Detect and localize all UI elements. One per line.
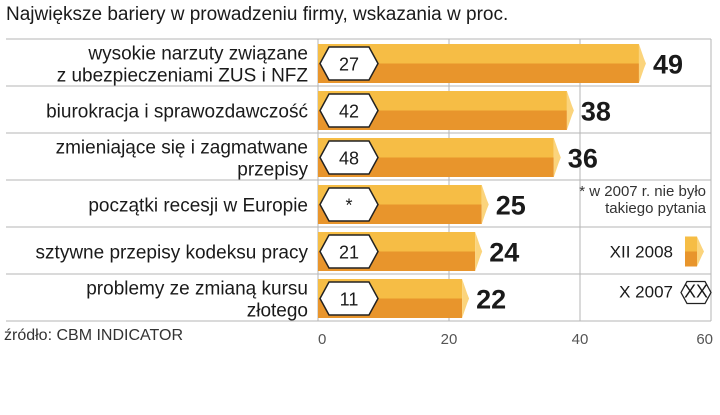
previous-value-label: * [345, 196, 352, 216]
legend: XII 2008 X 2007 XX [610, 236, 712, 305]
previous-value-label: 48 [339, 149, 359, 169]
bar-end-cap [475, 232, 483, 271]
bars: 49 27 38 42 36 48 25 * 24 21 22 11 [318, 44, 683, 318]
bar-value-label: 25 [496, 191, 526, 221]
bar-top-half [318, 44, 639, 64]
category-label: złotego [247, 301, 308, 322]
legend-label: XII 2008 [610, 243, 673, 262]
bar-bottom-half [318, 157, 554, 177]
category-label: biurokracja i sprawozdawczość [46, 102, 308, 123]
x-axis-ticks: 0 20 40 60 [318, 331, 713, 348]
previous-value-label: 11 [340, 290, 359, 310]
annotation-line: takiego pytania [605, 200, 707, 217]
legend-swatch-cap [697, 236, 704, 267]
x-tick-label: 0 [318, 331, 326, 348]
previous-value-tag [319, 281, 379, 316]
legend-tag-text: XX [684, 282, 708, 302]
bar-value-label: 36 [568, 144, 598, 174]
category-label: sztywne przepisy kodeksu pracy [36, 243, 309, 264]
source-label: źródło: CBM INDICATOR [4, 327, 183, 344]
previous-value-tag [319, 46, 379, 81]
previous-value-label: 42 [339, 102, 359, 122]
bar-end-cap [481, 185, 489, 224]
previous-value-tag [319, 234, 379, 269]
category-label: zmieniające się i zagmatwane [56, 138, 308, 159]
previous-value-tag [319, 140, 379, 175]
previous-value-label: 21 [339, 243, 359, 263]
category-label: z ubezpieczeniami ZUS i NFZ [57, 66, 309, 87]
previous-value-label: 27 [339, 55, 359, 75]
bar-bottom-half [318, 63, 639, 83]
category-label: problemy ze zmianą kursu [86, 279, 308, 300]
bar-value-label: 38 [581, 97, 611, 127]
bar-top-half [318, 138, 554, 158]
bar-value-label: 49 [653, 50, 683, 80]
legend-label: X 2007 [619, 283, 673, 302]
x-tick-label: 20 [441, 331, 458, 348]
category-label: przepisy [237, 160, 308, 181]
previous-value-tag [319, 93, 379, 128]
bar-end-cap [553, 138, 561, 177]
chart-title: Największe bariery w prowadzeniu firmy, … [6, 4, 508, 25]
bar-bottom-half [318, 110, 567, 130]
x-tick-label: 40 [572, 331, 589, 348]
legend-tag-marker [680, 280, 712, 305]
x-tick-label: 60 [696, 331, 713, 348]
bar-top-half [318, 91, 567, 111]
bar-end-cap [462, 279, 470, 318]
bar-value-label: 22 [476, 285, 506, 315]
bar-value-label: 24 [489, 238, 519, 268]
annotation-line: * w 2007 r. nie było [579, 183, 706, 200]
previous-value-tag [319, 187, 379, 222]
legend-swatch-bottom [685, 251, 697, 267]
bar-end-cap [638, 44, 646, 83]
legend-swatch-top [685, 236, 697, 252]
category-label: wysokie narzuty związane [87, 44, 308, 65]
bar-end-cap [566, 91, 574, 130]
category-label: początki recesji w Europie [88, 196, 308, 217]
grid [6, 38, 712, 322]
